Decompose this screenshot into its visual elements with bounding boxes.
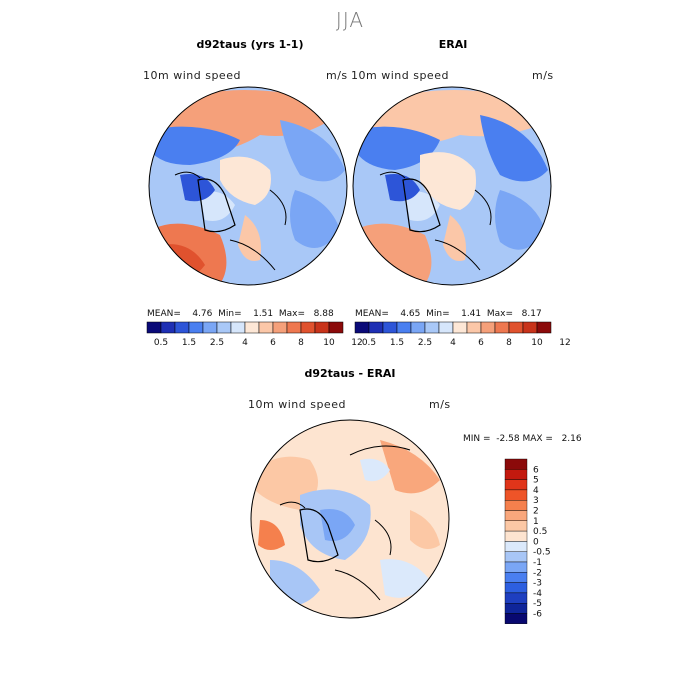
colorbar-swatch	[174, 321, 190, 334]
colorbar-swatch	[314, 321, 330, 334]
colorbar-tick-label: 10	[323, 338, 335, 348]
map-diff	[251, 420, 449, 618]
panel-units-model: m/s	[326, 69, 348, 82]
stat-mean-label: MEAN=	[355, 309, 389, 319]
panel-left-label-diff: 10m wind speed	[248, 398, 346, 411]
colorbar-tick-label: 6	[478, 338, 484, 348]
stat-min-value: 1.51	[253, 309, 274, 319]
stat-min-value: 1.41	[461, 309, 482, 319]
colorbar-swatch	[466, 321, 482, 334]
stat-max-label: Max=	[278, 309, 306, 319]
colorbar-swatch	[188, 321, 204, 334]
colorbar-swatch	[258, 321, 274, 334]
stats-diff: MIN = -2.58 MAX = 2.16	[463, 434, 582, 444]
colorbar-tick-label: 10	[531, 338, 543, 348]
colorbar-swatch	[452, 321, 468, 334]
colorbar-tick-label: 1.5	[182, 338, 196, 348]
colorbar-tick-label: 12	[351, 338, 362, 348]
colorbar-tick-label: 2.5	[210, 338, 224, 348]
colorbar-tick-label: 2.5	[418, 338, 432, 348]
colorbar-swatch	[354, 321, 370, 334]
stat-mean-value: 4.65	[400, 309, 421, 319]
colorbar-swatch	[160, 321, 176, 334]
colorbar-tick-label: 4	[450, 338, 456, 348]
panel-units-erai: m/s	[532, 69, 554, 82]
colorbar-swatch	[368, 321, 384, 334]
stat-min-label: Min=	[426, 309, 450, 319]
colorbar-tick-label: 12	[559, 338, 570, 348]
panel-title-model: d92taus (yrs 1-1)	[196, 38, 304, 51]
panel-units-diff: m/s	[429, 398, 451, 411]
colorbar-tick-label: 8	[298, 338, 304, 348]
colorbar-swatch	[286, 321, 302, 334]
stats-model: MEAN= 4.76 Min= 1.51 Max= 8.88	[147, 309, 334, 319]
colorbar-swatch	[230, 321, 246, 334]
colorbar-swatch	[396, 321, 412, 334]
stat-min-label: MIN =	[463, 434, 491, 444]
colorbar-tick-label: 1.5	[390, 338, 404, 348]
colorbar-tick-label: 0.5	[154, 338, 168, 348]
stat-min-value: -2.58	[496, 434, 520, 444]
map-model-border	[148, 86, 348, 286]
colorbar-swatch	[522, 321, 538, 334]
colorbar-swatch	[438, 321, 454, 334]
panel-left-label-erai: 10m wind speed	[351, 69, 449, 82]
stat-mean-label: MEAN=	[147, 309, 181, 319]
colorbar-tick-label: 0.5	[362, 338, 376, 348]
colorbar-swatch	[216, 321, 232, 334]
horizontal-colorbars: 0.5 1.5 2.5 4 6 8 10 12 0.5 1.5 2.5 4 6 8 10 12	[146, 321, 571, 348]
colorbar-swatch	[272, 321, 288, 334]
colorbar-tick-label: 6	[270, 338, 276, 348]
colorbar-swatch	[536, 321, 552, 334]
colorbar-swatch	[244, 321, 260, 334]
colorbar-swatch	[328, 321, 344, 334]
stat-max-value: 2.16	[561, 434, 582, 444]
map-diff-border	[250, 419, 450, 619]
stat-mean-value: 4.76	[192, 309, 213, 319]
stat-min-label: Min=	[218, 309, 242, 319]
map-erai	[353, 87, 551, 285]
colorbar-swatch	[382, 321, 398, 334]
colorbar-swatch	[146, 321, 162, 334]
stat-max-label: Max=	[486, 309, 514, 319]
stat-max-label: MAX =	[522, 434, 553, 444]
colorbar-model: 0.5 1.5 2.5 4 6 8 10 12	[146, 321, 363, 348]
colorbar-swatch	[508, 321, 524, 334]
colorbar-tick-label: 8	[506, 338, 512, 348]
stat-max-value: 8.17	[521, 309, 542, 319]
panel-title-diff: d92taus - ERAI	[304, 367, 396, 380]
map-erai-border	[352, 86, 552, 286]
colorbar-erai: 0.5 1.5 2.5 4 6 8 10 12	[354, 321, 571, 348]
colorbar-tick-label: 4	[242, 338, 248, 348]
panel-title-erai: ERAI	[438, 38, 468, 51]
figure-title: JJA	[335, 8, 365, 32]
colorbar-swatch	[410, 321, 426, 334]
colorbar-swatch	[494, 321, 510, 334]
colorbar-swatch	[300, 321, 316, 334]
colorbar-swatch	[202, 321, 218, 334]
colorbar-swatch	[480, 321, 496, 334]
stat-max-value: 8.88	[313, 309, 334, 319]
stats-erai: MEAN= 4.65 Min= 1.41 Max= 8.17	[355, 309, 542, 319]
map-model	[149, 87, 347, 285]
colorbar-swatch	[424, 321, 440, 334]
panel-left-label-model: 10m wind speed	[143, 69, 241, 82]
